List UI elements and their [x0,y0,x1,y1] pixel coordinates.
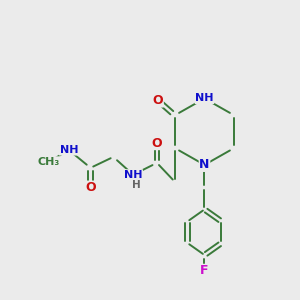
Text: O: O [85,181,96,194]
Text: H: H [132,180,140,190]
Text: O: O [153,94,163,107]
Text: N: N [199,158,210,171]
Text: F: F [200,264,209,278]
Text: NH: NH [195,94,214,103]
Text: NH: NH [59,145,78,155]
Text: NH: NH [124,170,142,180]
Text: O: O [152,136,162,150]
Text: CH₃: CH₃ [38,157,60,167]
